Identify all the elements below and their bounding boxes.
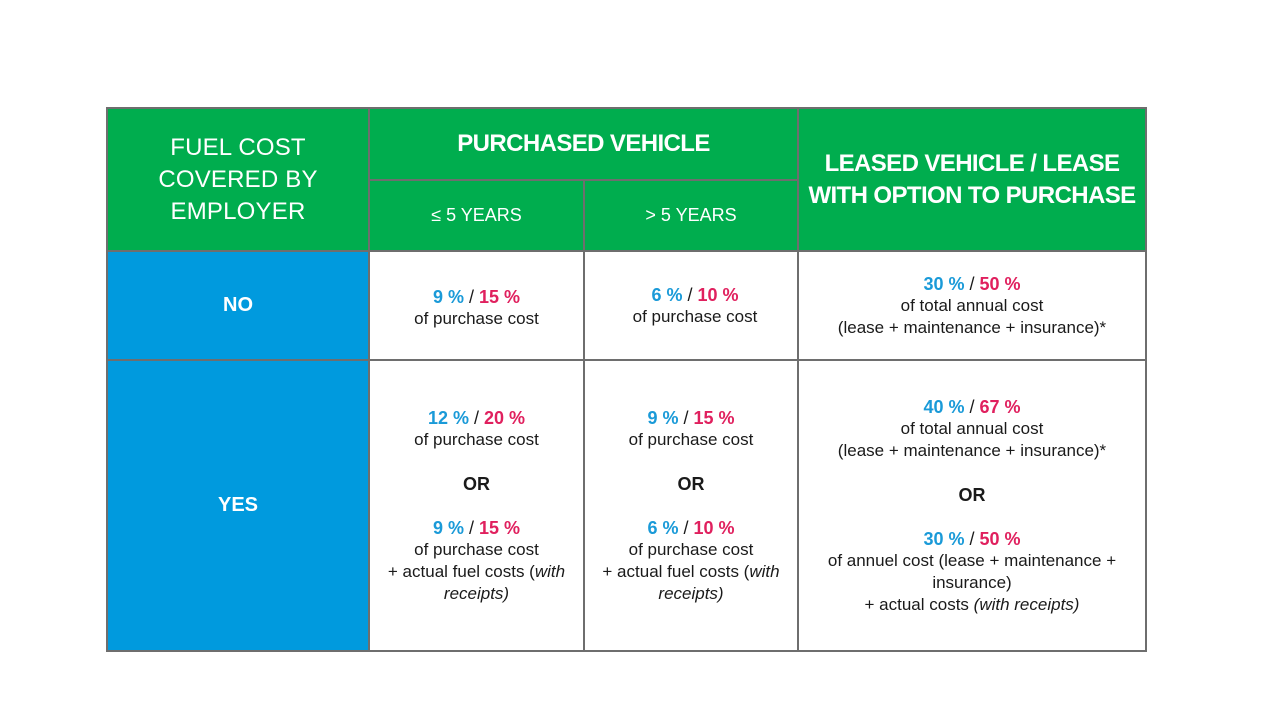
rate-high: 15 % bbox=[693, 407, 735, 428]
fuel-costs-note: + actual fuel costs (with bbox=[388, 561, 565, 583]
rate-high: 67 % bbox=[979, 396, 1021, 417]
header-gt5-years: > 5 YEARS bbox=[585, 181, 797, 250]
fuel-costs-text: + actual fuel costs ( bbox=[387, 561, 535, 581]
rate-low: 6 % bbox=[651, 284, 683, 305]
rate-description: of total annual cost bbox=[900, 418, 1044, 438]
insurance-note: insurance) bbox=[932, 572, 1012, 592]
or-separator: OR bbox=[958, 484, 986, 505]
rate-pair: 30 % / 50 % bbox=[923, 273, 1020, 295]
rate-low: 9 % bbox=[432, 286, 464, 307]
header-leased-line-2: WITH OPTION TO PURCHASE bbox=[808, 181, 1136, 209]
cell-yes-leased: 40 % / 67 % of total annual cost (lease … bbox=[799, 361, 1145, 650]
fuel-costs-italic: with bbox=[749, 561, 780, 581]
receipts-italic: receipts) bbox=[658, 583, 724, 603]
rate-description: of total annual cost bbox=[900, 295, 1044, 315]
rate-description: of purchase cost bbox=[414, 429, 539, 449]
row-label-yes: YES bbox=[108, 361, 368, 650]
rate-pair: 9 % / 15 % bbox=[433, 286, 520, 308]
header-leased-line-1: LEASED VEHICLE / LEASE bbox=[824, 149, 1120, 177]
rate-low: 30 % bbox=[923, 528, 965, 549]
fuel-costs-italic: with bbox=[534, 561, 566, 581]
row-yes-text: YES bbox=[217, 494, 259, 516]
receipts-note: receipts) bbox=[444, 583, 509, 605]
header-le5-label: ≤ 5 YEARS bbox=[431, 205, 522, 225]
rate-pair-alt: 9 % / 15 % bbox=[433, 517, 520, 539]
rate-low: 30 % bbox=[923, 273, 965, 294]
header-fuel-line-3: EMPLOYER bbox=[170, 197, 306, 225]
rate-separator: / bbox=[469, 286, 480, 307]
header-leased-vehicle: LEASED VEHICLE / LEASE WITH OPTION TO PU… bbox=[799, 109, 1145, 250]
or-separator: OR bbox=[463, 473, 490, 494]
rate-separator: / bbox=[687, 284, 698, 305]
cell-no-le5: 9 % / 15 % of purchase cost bbox=[370, 252, 583, 359]
rate-high: 10 % bbox=[697, 284, 739, 305]
rate-high: 50 % bbox=[979, 528, 1021, 549]
rate-separator: / bbox=[474, 407, 485, 428]
rate-description-detail: (lease + maintenance + insurance)* bbox=[837, 440, 1107, 460]
header-fuel-cost: FUEL COST COVERED BY EMPLOYER bbox=[108, 109, 368, 250]
rate-pair: 40 % / 67 % bbox=[923, 396, 1020, 418]
rate-separator: / bbox=[969, 528, 980, 549]
rate-high: 20 % bbox=[484, 407, 526, 428]
rate-separator: / bbox=[969, 396, 980, 417]
cell-no-leased: 30 % / 50 % of total annual cost (lease … bbox=[799, 252, 1145, 359]
rate-description-alt: of purchase cost bbox=[414, 539, 539, 559]
annual-cost-note: of annuel cost (lease + maintenance + bbox=[827, 550, 1117, 570]
header-purchased-vehicle: PURCHASED VEHICLE bbox=[370, 109, 797, 179]
rate-pair-alt: 6 % / 10 % bbox=[647, 517, 734, 539]
rate-separator: / bbox=[683, 407, 694, 428]
cell-yes-le5: 12 % / 20 % of purchase cost OR 9 % / 15… bbox=[370, 361, 583, 650]
rate-high: 15 % bbox=[479, 286, 521, 307]
rate-pair: 6 % / 10 % bbox=[651, 284, 738, 306]
or-separator: OR bbox=[677, 473, 705, 494]
rate-low: 9 % bbox=[432, 517, 464, 538]
row-no-text: NO bbox=[223, 294, 253, 316]
rate-low: 12 % bbox=[427, 407, 469, 428]
actual-costs-text: + actual costs bbox=[864, 594, 974, 614]
rate-description: of purchase cost bbox=[414, 308, 539, 328]
rate-pair-alt: 30 % / 50 % bbox=[923, 528, 1020, 550]
rate-pair: 12 % / 20 % bbox=[428, 407, 525, 429]
fuel-costs-text: + actual fuel costs ( bbox=[602, 561, 750, 581]
receipts-note: receipts) bbox=[658, 583, 723, 605]
receipts-italic: receipts) bbox=[443, 583, 510, 603]
header-fuel-line-1: FUEL COST bbox=[170, 133, 306, 161]
rate-description: of purchase cost bbox=[632, 306, 758, 326]
rate-pair: 9 % / 15 % bbox=[647, 407, 734, 429]
rate-description: of purchase cost bbox=[628, 429, 754, 449]
rate-separator: / bbox=[969, 273, 980, 294]
rate-separator: / bbox=[469, 517, 480, 538]
rate-high: 10 % bbox=[693, 517, 735, 538]
header-fuel-line-2: COVERED BY bbox=[158, 165, 318, 193]
fuel-costs-note: + actual fuel costs (with bbox=[602, 561, 779, 583]
cell-no-gt5: 6 % / 10 % of purchase cost bbox=[585, 252, 797, 359]
rate-high: 15 % bbox=[479, 517, 521, 538]
rate-description-detail: (lease + maintenance + insurance)* bbox=[837, 317, 1107, 337]
rate-description-alt: of purchase cost bbox=[628, 539, 754, 559]
header-purchased-label: PURCHASED VEHICLE bbox=[457, 130, 710, 157]
header-gt5-label: > 5 YEARS bbox=[645, 205, 737, 225]
rate-separator: / bbox=[683, 517, 694, 538]
rate-low: 6 % bbox=[647, 517, 679, 538]
rate-high: 50 % bbox=[979, 273, 1021, 294]
receipts-italic: (with receipts) bbox=[973, 594, 1080, 614]
row-label-no: NO bbox=[108, 252, 368, 359]
header-le5-years: ≤ 5 YEARS bbox=[370, 181, 583, 250]
cell-yes-gt5: 9 % / 15 % of purchase cost OR 6 % / 10 … bbox=[585, 361, 797, 650]
rate-low: 9 % bbox=[647, 407, 679, 428]
actual-costs-note: + actual costs (with receipts) bbox=[865, 594, 1080, 616]
rate-low: 40 % bbox=[923, 396, 965, 417]
fuel-cost-table: FUEL COST COVERED BY EMPLOYER PURCHASED … bbox=[106, 107, 1147, 652]
